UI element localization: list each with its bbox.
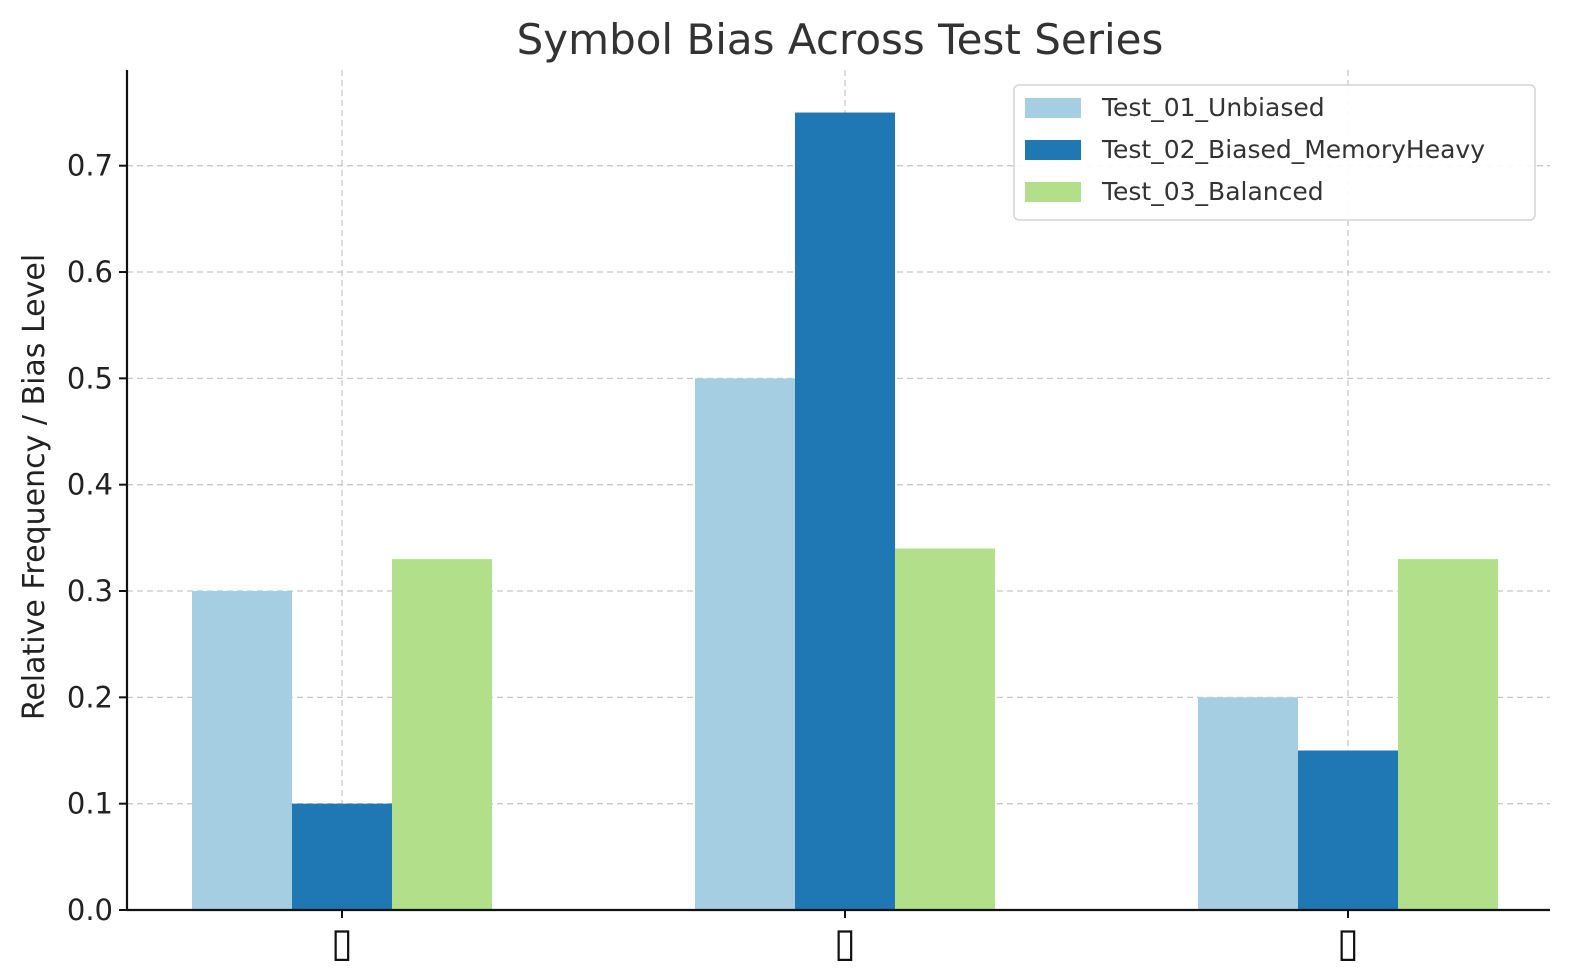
y-tick-label: 0.1 <box>67 787 113 821</box>
legend-box <box>1013 84 1536 221</box>
x-tick-label: ▯ <box>1337 920 1359 966</box>
y-axis-label: Relative Frequency / Bias Level <box>17 254 52 720</box>
chart-title: Symbol Bias Across Test Series <box>517 15 1164 64</box>
legend-swatch <box>1025 182 1081 202</box>
x-tick-label: ▯ <box>331 920 353 966</box>
y-tick-label: 0.0 <box>67 893 113 927</box>
bar-test-02-biased-memoryheavy-0 <box>292 803 392 910</box>
bar-test-02-biased-memoryheavy-1 <box>795 112 895 911</box>
bar-test-01-unbiased-2 <box>1198 697 1298 910</box>
bar-test-03-balanced-0 <box>392 559 492 910</box>
bar-test-01-unbiased-1 <box>695 378 795 910</box>
legend-swatch <box>1025 140 1081 160</box>
y-tick-label: 0.7 <box>67 149 113 183</box>
axes <box>125 70 1550 912</box>
bars <box>192 112 1498 911</box>
bar-test-02-biased-memoryheavy-2 <box>1298 750 1398 910</box>
legend-label: Test_03_Balanced <box>1101 177 1324 206</box>
y-tick-label: 0.5 <box>67 361 113 395</box>
x-ticks: ▯ ▯ ▯ <box>331 910 1359 966</box>
bar-test-03-balanced-1 <box>895 548 995 910</box>
y-tick-label: 0.4 <box>67 468 113 502</box>
legend-label: Test_01_Unbiased <box>1101 93 1325 122</box>
y-tick-label: 0.6 <box>67 255 113 289</box>
legend-label: Test_02_Biased_MemoryHeavy <box>1101 135 1485 164</box>
y-ticks: 0.0 0.1 0.2 0.3 0.4 0.5 0.6 0.7 <box>67 149 127 927</box>
y-tick-label: 0.2 <box>67 680 113 714</box>
y-tick-label: 0.3 <box>67 574 113 608</box>
legend: Test_01_Unbiased Test_02_Biased_MemoryHea… <box>1013 84 1536 221</box>
x-tick-label: ▯ <box>834 920 856 966</box>
legend-swatch <box>1025 98 1081 118</box>
bar-test-03-balanced-2 <box>1398 559 1498 910</box>
bar-test-01-unbiased-0 <box>192 591 292 910</box>
